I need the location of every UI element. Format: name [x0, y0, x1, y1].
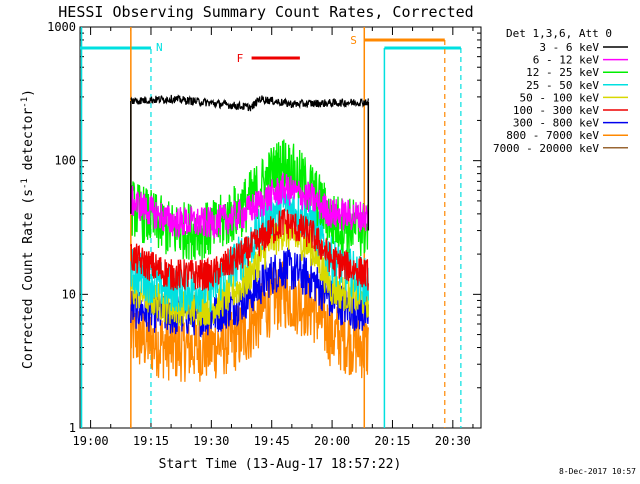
series-line-0	[130, 94, 369, 112]
x-tick-label: 20:00	[314, 434, 350, 448]
marker-label-s: S	[350, 34, 357, 47]
legend-label-3: 25 - 50 keV	[526, 79, 599, 92]
y-tick-label: 1000	[47, 20, 76, 34]
series-line-5	[130, 208, 369, 291]
y-tick-label: 100	[54, 154, 76, 168]
plot-frame	[79, 26, 482, 429]
x-tick-label: 19:45	[254, 434, 290, 448]
y-axis-label: Corrected Count Rate (s-1 detector-1)	[20, 89, 36, 369]
chart-title: HESSI Observing Summary Count Rates, Cor…	[58, 3, 473, 21]
x-tick-label: 20:15	[374, 434, 410, 448]
x-tick-label: 19:15	[133, 434, 169, 448]
marker-label-f: F	[237, 52, 244, 65]
legend-label-6: 300 - 800 keV	[513, 117, 599, 130]
series-line-4	[130, 214, 369, 327]
legend-label-7: 800 - 7000 keV	[506, 129, 599, 142]
legend-label-1: 6 - 12 keV	[533, 54, 600, 67]
legend-title: Det 1,3,6, Att 0	[506, 27, 612, 40]
x-axis-label: Start Time (13-Aug-17 18:57:22)	[159, 457, 402, 472]
series-group	[80, 27, 462, 428]
x-tick-label: 19:00	[73, 434, 109, 448]
date-stamp: 8-Dec-2017 10:57	[559, 467, 636, 476]
plot-area: 1 10 100 1000 19:00 19:15 19:30 19:45 20:00 20:15…	[47, 20, 482, 448]
legend-label-2: 12 - 25 keV	[526, 66, 599, 79]
marker-label-n1: N	[156, 41, 163, 54]
series-line-1	[130, 172, 369, 239]
x-tick-label: 19:30	[193, 434, 229, 448]
legend-label-0: 3 - 6 keV	[539, 41, 599, 54]
legend-label-8: 7000 - 20000 keV	[493, 142, 599, 155]
x-tick-label: 20:30	[435, 434, 471, 448]
y-tick-label: 10	[62, 287, 76, 301]
legend-label-5: 100 - 300 keV	[513, 104, 599, 117]
series-line-6	[130, 247, 369, 338]
y-tick-label: 1	[69, 421, 76, 435]
legend-label-4: 50 - 100 keV	[520, 91, 600, 104]
